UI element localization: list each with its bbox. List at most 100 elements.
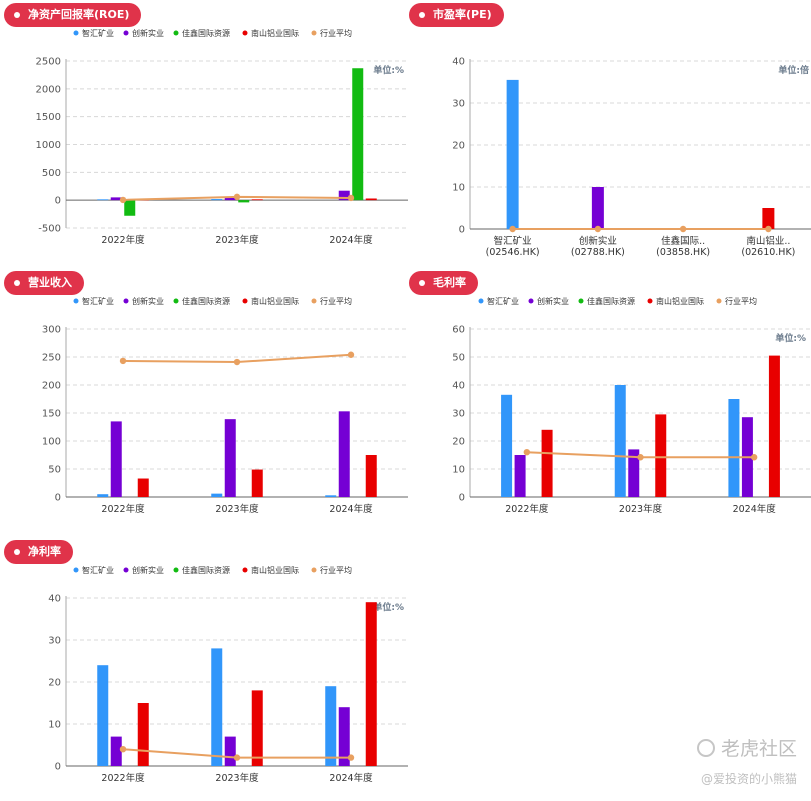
legend-item: 行业平均 xyxy=(311,565,352,575)
x-tick-label: 2024年度 xyxy=(329,234,373,246)
x-tick-line: 佳鑫国际.. xyxy=(661,235,705,247)
bar xyxy=(591,187,604,229)
bar xyxy=(110,736,122,766)
chart-gross-margin-svg: 智汇矿业 创新实业 佳鑫国际资源 南山铝业国际 行业平均 0 10 20 30 40 50 60 单位:… xyxy=(452,296,811,515)
bar xyxy=(224,736,236,766)
legend-swatch xyxy=(123,298,129,304)
x-tick-label: 佳鑫国际.. (03858.HK) xyxy=(656,235,710,258)
legend-item: 佳鑫国际资源 xyxy=(173,296,230,306)
y-tick-label: 20 xyxy=(48,678,61,689)
legend-label: 创新实业 xyxy=(132,28,164,38)
bar xyxy=(110,421,122,497)
bar xyxy=(365,455,377,497)
x-tick-label: 创新实业(02788.HK) xyxy=(571,235,625,258)
legend-label: 佳鑫国际资源 xyxy=(182,296,230,306)
legend-swatch xyxy=(578,298,584,304)
bar xyxy=(251,690,263,766)
legend-label: 佳鑫国际资源 xyxy=(587,296,635,306)
y-tick-label: 40 xyxy=(452,381,465,392)
legend-item: 南山铝业国际 xyxy=(242,28,299,38)
legend-item: 佳鑫国际资源 xyxy=(173,565,230,575)
legend-item: 南山铝业国际 xyxy=(647,296,704,306)
legend: 智汇矿业 创新实业 佳鑫国际资源 南山铝业国际 行业平均 xyxy=(73,565,352,575)
y-tick-label: 150 xyxy=(42,409,61,420)
legend-item: 行业平均 xyxy=(716,296,757,306)
average-point xyxy=(750,454,758,461)
legend-item: 智汇矿业 xyxy=(478,296,519,306)
x-tick-label: 2022年度 xyxy=(101,234,145,246)
unit-label: 单位:% xyxy=(373,601,404,613)
average-point xyxy=(119,746,127,753)
y-tick-label: 0 xyxy=(459,225,465,236)
x-tick-line: 2022年度 xyxy=(101,772,145,784)
legend-item: 南山铝业国际 xyxy=(242,565,299,575)
chart-roe: 净资产回报率(ROE) 智汇矿业 创新实业 佳鑫国际资源 南山铝业国际 行业平均 -500… xyxy=(0,0,410,260)
legend-label: 佳鑫国际资源 xyxy=(182,28,230,38)
bar xyxy=(365,198,377,201)
bar xyxy=(352,68,364,201)
y-tick-label: 60 xyxy=(452,325,465,336)
y-tick-label: 300 xyxy=(42,325,61,336)
bar xyxy=(728,399,740,497)
legend-label: 智汇矿业 xyxy=(82,296,114,306)
x-tick-line: 2024年度 xyxy=(329,503,373,515)
legend-label: 创新实业 xyxy=(537,296,569,306)
bar xyxy=(224,419,236,497)
bar xyxy=(97,665,109,766)
y-tick-label: 100 xyxy=(42,437,61,448)
x-tick-label: 2024年度 xyxy=(733,503,777,515)
x-tick-line: 创新实业 xyxy=(579,235,617,247)
legend-label: 行业平均 xyxy=(320,565,352,575)
chart-net-margin: 净利率 智汇矿业 创新实业 佳鑫国际资源 南山铝业国际 行业平均 0 10 20 30 40 单位:… xyxy=(0,537,410,797)
unit-label: 单位:% xyxy=(775,332,806,344)
y-tick-label: 2500 xyxy=(36,57,61,68)
y-tick-label: 40 xyxy=(48,594,61,605)
legend: 智汇矿业 创新实业 佳鑫国际资源 南山铝业国际 行业平均 xyxy=(478,296,757,306)
x-tick-line: 2023年度 xyxy=(215,234,259,246)
x-tick-line: (02610.HK) xyxy=(741,247,795,258)
x-tick-label: 2024年度 xyxy=(329,772,373,784)
x-tick-line: 2022年度 xyxy=(505,503,549,515)
legend-label: 南山铝业国际 xyxy=(656,296,704,306)
bar xyxy=(614,385,626,497)
legend-item: 创新实业 xyxy=(528,296,569,306)
bar xyxy=(110,197,122,201)
bar xyxy=(325,495,337,497)
bar xyxy=(251,199,263,201)
chart-revenue: 营业收入 智汇矿业 创新实业 佳鑫国际资源 南山铝业国际 行业平均 0 50 100 150 20… xyxy=(0,268,410,518)
legend-swatch xyxy=(123,30,129,36)
x-tick-line: 2022年度 xyxy=(101,503,145,515)
average-point xyxy=(119,357,127,365)
x-tick-line: (02788.HK) xyxy=(571,247,625,258)
y-tick-label: 2000 xyxy=(36,84,61,95)
bar xyxy=(506,79,519,230)
bar xyxy=(137,703,149,766)
legend-swatch xyxy=(311,30,317,36)
average-point xyxy=(509,225,516,233)
x-tick-label: 南山铝业.. (02610.HK) xyxy=(741,235,795,258)
x-tick-line: 2024年度 xyxy=(733,503,777,515)
average-point xyxy=(347,351,355,358)
y-tick-label: 0 xyxy=(55,493,61,504)
legend-item: 智汇矿业 xyxy=(73,565,114,575)
average-point xyxy=(594,225,602,233)
legend-item: 行业平均 xyxy=(311,296,352,306)
bar xyxy=(238,200,250,203)
chart-net-margin-svg: 智汇矿业 创新实业 佳鑫国际资源 南山铝业国际 行业平均 0 10 20 30 40 单位:% 202… xyxy=(48,565,408,784)
legend-label: 行业平均 xyxy=(320,296,352,306)
chart-gross-margin: 毛利率 智汇矿业 创新实业 佳鑫国际资源 南山铝业国际 行业平均 0 10 20 30 40 50 6… xyxy=(405,268,811,518)
y-tick-label: 30 xyxy=(48,636,61,647)
bar xyxy=(768,355,780,497)
legend-label: 智汇矿业 xyxy=(82,565,114,575)
x-tick-label: 智汇矿业(02546.HK) xyxy=(486,235,540,258)
bar xyxy=(97,199,109,201)
legend-label: 行业平均 xyxy=(725,296,757,306)
bar xyxy=(762,208,775,229)
bar xyxy=(338,707,350,766)
bar xyxy=(325,686,337,766)
y-tick-label: 40 xyxy=(452,57,465,68)
average-point xyxy=(679,225,687,233)
legend-swatch xyxy=(311,567,317,573)
legend-swatch xyxy=(647,298,653,304)
watermark-author: @爱投资的小熊猫 xyxy=(700,772,797,786)
